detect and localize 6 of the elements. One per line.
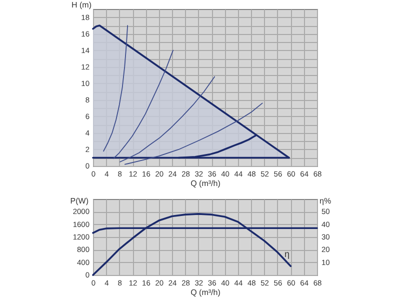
y-axis-title: H (m) (72, 0, 92, 10)
series-label: η (284, 249, 290, 260)
y-axis-title: P(W) (70, 196, 89, 206)
y2-axis-title: η% (320, 196, 332, 206)
x-axis-title: Q (m³/h) (190, 179, 221, 188)
x-axis-title: Q (m³/h) (190, 288, 221, 297)
